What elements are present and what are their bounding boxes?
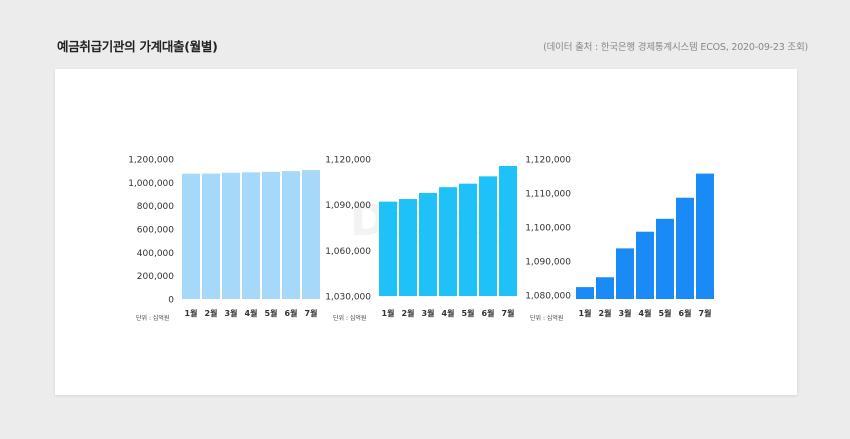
chart1-bar [182,173,200,299]
chart2-xtick-label: 1월 [382,308,395,318]
chart1-ytick-label: 1,200,000 [128,156,174,166]
chart3-bar [696,173,714,299]
chart1-xtick-label: 3월 [225,308,238,318]
chart2-unit-label: 단위 : 십억원 [333,314,366,322]
chart3-bar [576,287,594,299]
chart3-unit-label: 단위 : 십억원 [530,314,563,322]
chart1-unit-label: 단위 : 십억원 [136,314,169,322]
chart2-ytick-label: 1,120,000 [325,156,371,166]
chart1-ytick-label: 0 [168,296,174,306]
chart2-xtick-label: 4월 [442,308,455,318]
chart1-bar [222,172,240,299]
chart3-xtick-label: 7월 [699,308,712,318]
chart1-xtick-label: 7월 [305,308,318,318]
chart2-bar [419,192,437,296]
chart3-ytick-label: 1,090,000 [525,257,571,267]
chart3-ytick-label: 1,120,000 [525,156,571,166]
data-source-note: (데이터 출처 : 한국은행 경제통계시스템 ECOS, 2020-09-23 … [543,42,808,53]
chart1-xtick-label: 4월 [245,308,258,318]
chart3-xtick-label: 1월 [579,308,592,318]
chart2-bar [499,166,517,296]
chart1-ytick-label: 400,000 [137,249,174,259]
chart2-ytick-label: 1,030,000 [325,293,371,303]
chart1-ytick-label: 1,000,000 [128,179,174,189]
chart2-xtick-label: 5월 [462,308,475,318]
chart1-bar [202,173,220,299]
chart3-ytick-label: 1,100,000 [525,223,571,233]
chart2-xtick-label: 7월 [502,308,515,318]
chart3-xtick-label: 2월 [599,308,612,318]
chart3-bar [676,197,694,299]
chart2-xtick-label: 3월 [422,308,435,318]
chart1-bar [242,172,260,299]
chart3-bar [596,277,614,299]
chart2-bar [399,199,417,296]
chart3-xtick-label: 3월 [619,308,632,318]
chart2-xtick-label: 6월 [482,308,495,318]
chart3-bar [636,231,654,299]
chart2-ytick-label: 1,090,000 [325,201,371,211]
chart3-ytick-label: 1,080,000 [525,291,571,301]
chart2-bar [479,176,497,296]
chart1-bar [302,170,320,299]
chart1-ytick-label: 800,000 [137,202,174,212]
chart1-bar [282,171,300,299]
chart1-xtick-label: 5월 [265,308,278,318]
chart1-xtick-label: 1월 [185,308,198,318]
chart2-xtick-label: 2월 [402,308,415,318]
chart1-ytick-label: 200,000 [137,272,174,282]
chart2-bar [439,187,457,296]
chart1-xtick-label: 2월 [205,308,218,318]
chart-title: 예금취급기관의 가계대출(월별) [57,39,218,54]
chart2-ytick-label: 1,060,000 [325,247,371,257]
chart3-ytick-label: 1,110,000 [525,189,571,199]
chart2-bar [459,183,477,296]
chart1-bar [262,171,280,299]
chart3-xtick-label: 4월 [639,308,652,318]
chart3-xtick-label: 5월 [659,308,672,318]
chart3-bar [616,248,634,299]
chart2-bar [379,201,397,296]
chart3-bar [656,218,674,299]
chart1-ytick-label: 600,000 [137,226,174,236]
chart1-xtick-label: 6월 [285,308,298,318]
chart3-xtick-label: 6월 [679,308,692,318]
